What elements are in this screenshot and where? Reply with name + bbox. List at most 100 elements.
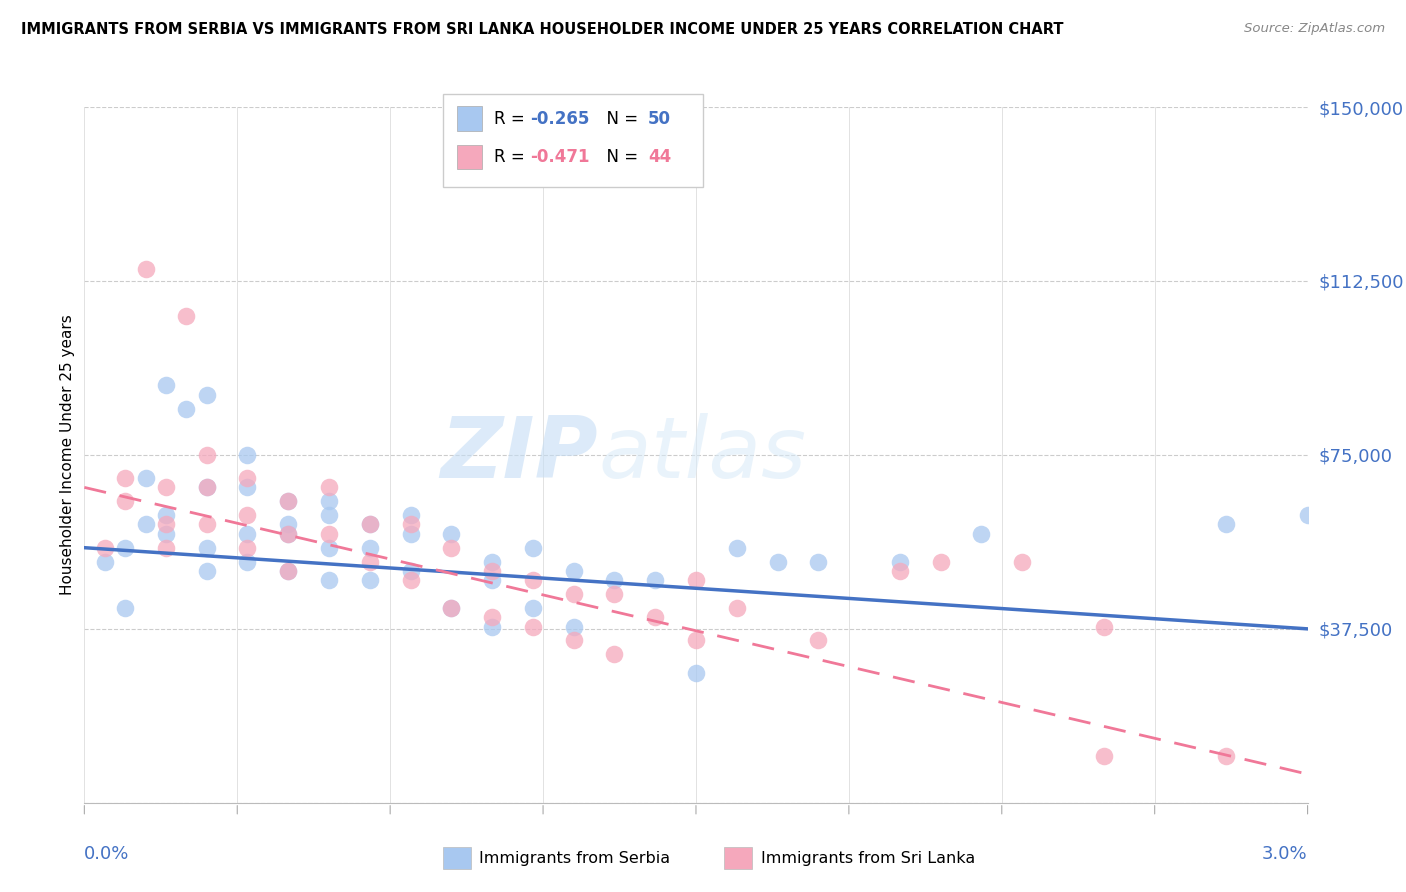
Point	[195, 448, 218, 462]
Point	[603, 648, 626, 662]
Point	[522, 619, 544, 633]
Point	[277, 517, 299, 532]
Point	[685, 573, 707, 587]
Point	[359, 573, 381, 587]
Point	[135, 471, 157, 485]
Text: N =: N =	[596, 148, 644, 166]
Point	[93, 555, 115, 569]
Point	[807, 555, 830, 569]
Y-axis label: Householder Income Under 25 years: Householder Income Under 25 years	[60, 315, 75, 595]
Point	[114, 541, 136, 555]
Point	[318, 494, 340, 508]
Point	[359, 517, 381, 532]
Point	[481, 619, 503, 633]
Point	[236, 480, 259, 494]
Point	[236, 526, 259, 541]
Point	[114, 494, 136, 508]
Text: IMMIGRANTS FROM SERBIA VS IMMIGRANTS FROM SRI LANKA HOUSEHOLDER INCOME UNDER 25 : IMMIGRANTS FROM SERBIA VS IMMIGRANTS FRO…	[21, 22, 1063, 37]
Point	[440, 601, 463, 615]
Point	[195, 541, 218, 555]
Point	[277, 564, 299, 578]
Point	[562, 633, 585, 648]
Point	[889, 555, 911, 569]
Point	[522, 601, 544, 615]
Point	[155, 480, 177, 494]
Point	[277, 494, 299, 508]
Point	[399, 508, 422, 523]
Point	[155, 378, 177, 392]
Point	[155, 541, 177, 555]
Point	[174, 309, 197, 323]
Text: 0.0%: 0.0%	[84, 845, 129, 863]
Point	[481, 573, 503, 587]
Point	[481, 555, 503, 569]
Text: 3.0%: 3.0%	[1263, 845, 1308, 863]
Point	[236, 448, 259, 462]
Point	[562, 619, 585, 633]
Point	[685, 633, 707, 648]
Text: R =: R =	[494, 110, 530, 128]
Text: atlas: atlas	[598, 413, 806, 497]
Point	[1092, 749, 1115, 764]
Point	[236, 471, 259, 485]
Point	[603, 587, 626, 601]
Point	[114, 471, 136, 485]
Text: Immigrants from Sri Lanka: Immigrants from Sri Lanka	[761, 851, 974, 865]
Point	[236, 541, 259, 555]
Point	[562, 564, 585, 578]
Point	[114, 601, 136, 615]
Point	[522, 541, 544, 555]
Point	[318, 541, 340, 555]
Point	[318, 480, 340, 494]
Point	[155, 508, 177, 523]
Point	[440, 526, 463, 541]
Point	[399, 517, 422, 532]
Text: 50: 50	[648, 110, 671, 128]
Point	[481, 610, 503, 624]
Point	[399, 564, 422, 578]
Point	[155, 517, 177, 532]
Point	[889, 564, 911, 578]
Point	[929, 555, 952, 569]
Point	[522, 573, 544, 587]
Point	[1011, 555, 1033, 569]
Point	[318, 526, 340, 541]
Point	[277, 494, 299, 508]
Point	[1296, 508, 1319, 523]
Point	[766, 555, 789, 569]
Point	[399, 573, 422, 587]
Point	[359, 555, 381, 569]
Point	[1092, 619, 1115, 633]
Point	[807, 633, 830, 648]
Point	[562, 587, 585, 601]
Point	[440, 601, 463, 615]
Text: Immigrants from Serbia: Immigrants from Serbia	[479, 851, 671, 865]
Point	[155, 526, 177, 541]
Point	[685, 665, 707, 680]
Point	[195, 387, 218, 401]
Point	[195, 564, 218, 578]
Point	[135, 262, 157, 277]
Point	[1215, 749, 1237, 764]
Point	[195, 480, 218, 494]
Point	[318, 573, 340, 587]
Point	[1215, 517, 1237, 532]
Point	[725, 541, 748, 555]
Point	[603, 573, 626, 587]
Point	[318, 508, 340, 523]
Text: R =: R =	[494, 148, 530, 166]
Point	[236, 555, 259, 569]
Point	[440, 541, 463, 555]
Text: -0.471: -0.471	[530, 148, 589, 166]
Point	[195, 480, 218, 494]
Point	[277, 526, 299, 541]
Point	[644, 573, 666, 587]
Text: N =: N =	[596, 110, 644, 128]
Point	[970, 526, 993, 541]
Point	[277, 526, 299, 541]
Point	[277, 564, 299, 578]
Point	[399, 526, 422, 541]
Point	[174, 401, 197, 416]
Point	[644, 610, 666, 624]
Text: -0.265: -0.265	[530, 110, 589, 128]
